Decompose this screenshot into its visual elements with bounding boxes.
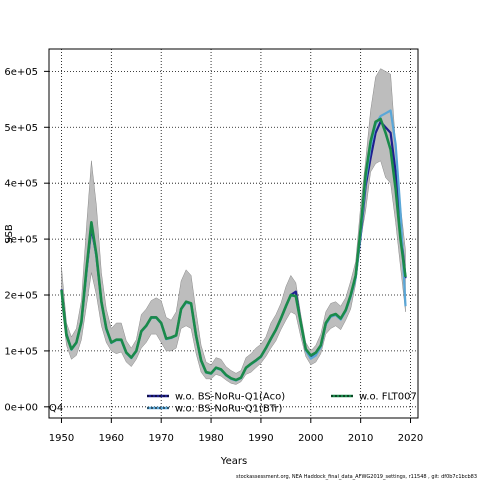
grid [49, 49, 418, 418]
legend: w.o. BS-NoRu-Q1(Aco)w.o. BS-NoRu-Q1(BTr)… [147, 392, 417, 415]
y-tick-label-3: 3e+05 [4, 235, 38, 246]
y-tick-label-5: 5e+05 [4, 123, 38, 134]
plot-frame [48, 48, 419, 419]
x-tick-label-2: 1970 [148, 433, 173, 444]
y-tick-label-6: 6e+05 [4, 67, 38, 78]
credit-text: stockassessment.org, NEA Haddock_final_d… [236, 474, 477, 480]
confidence-band [61, 68, 406, 385]
y-axis-title: SSB [4, 224, 15, 244]
legend-label-0: w.o. BS-NoRu-Q1(Aco) [175, 392, 285, 403]
legend-label-2: w.o. FLT007 [359, 392, 417, 403]
legend-label-1: w.o. BS-NoRu-Q1(BTr) [175, 404, 283, 415]
x-tick-label-6: 2010 [348, 433, 373, 444]
x-axis: 1950 1960 1970 1980 1990 2000 2010 2020 [49, 418, 423, 444]
corner-label: Q4 [49, 403, 63, 414]
x-tick-label-1: 1960 [99, 433, 124, 444]
y-tick-label-1: 1e+05 [4, 346, 38, 357]
x-tick-label-5: 2000 [298, 433, 323, 444]
y-axis: 0e+00 1e+05 2e+05 3e+05 4e+05 5e+05 6e+05 [4, 67, 49, 413]
y-tick-label-0: 0e+00 [4, 402, 38, 413]
x-tick-label-4: 1990 [248, 433, 273, 444]
y-tick-label-4: 4e+05 [4, 179, 38, 190]
series-line-2 [60, 117, 407, 382]
x-tick-label-0: 1950 [49, 433, 74, 444]
x-tick-label-3: 1980 [198, 433, 223, 444]
x-tick-label-7: 2020 [398, 433, 423, 444]
series-lines [60, 109, 407, 382]
y-tick-label-2: 2e+05 [4, 291, 38, 302]
x-axis-title: Years [220, 456, 247, 467]
